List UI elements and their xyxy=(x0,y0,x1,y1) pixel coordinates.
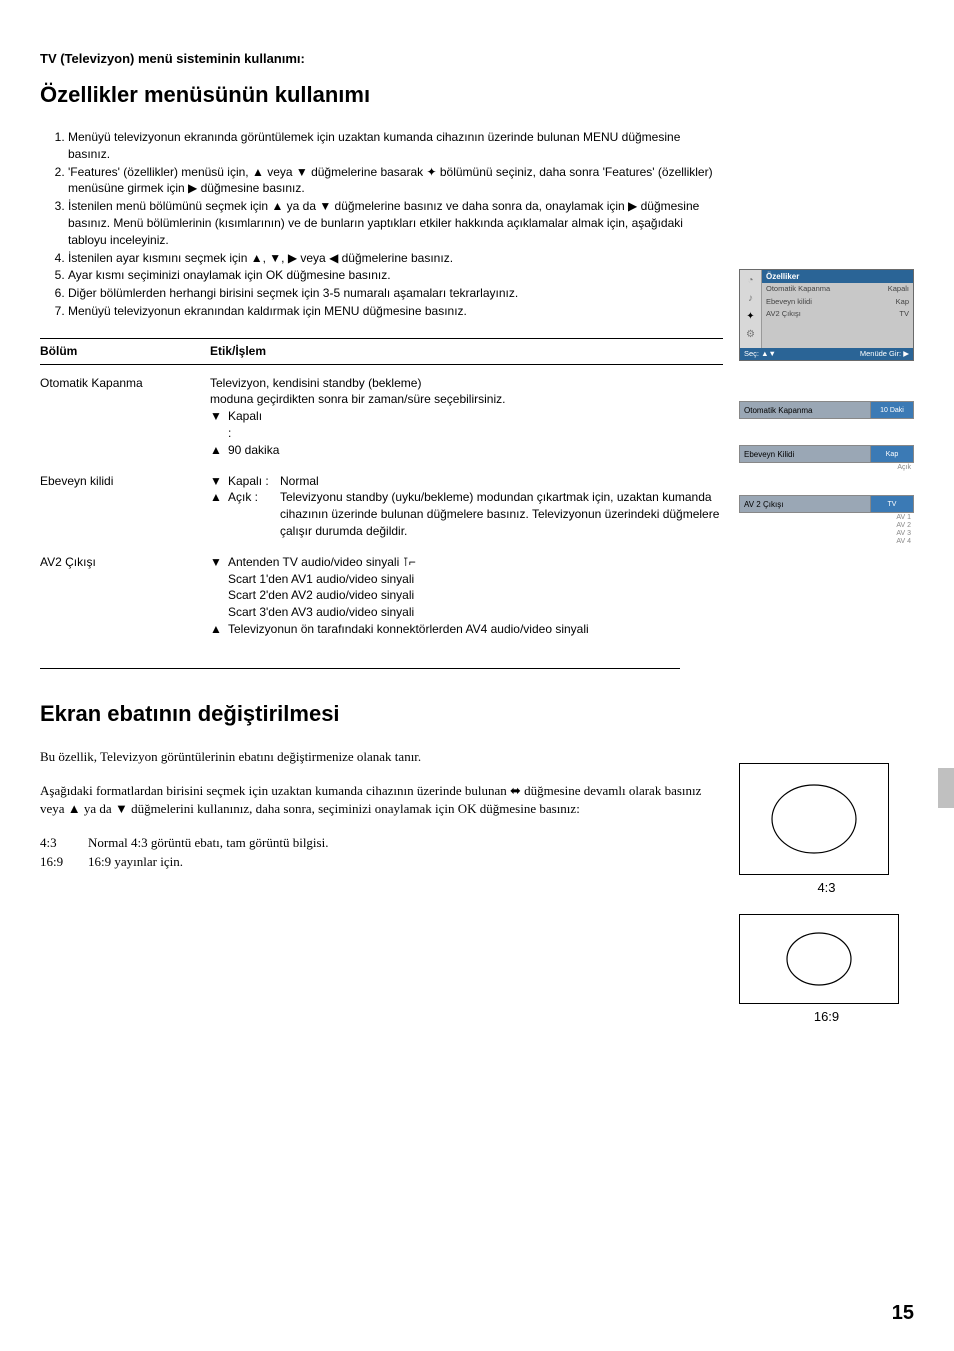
aspect-43-diagram xyxy=(739,763,889,875)
definition-line: ▼Kapalı :Normal xyxy=(210,473,723,490)
arrow-icon: ▲ xyxy=(210,621,228,638)
osd-setup-icon: ⚙ xyxy=(746,328,755,342)
mini-label: Ebeveyn Kilidi xyxy=(740,446,871,462)
osd-footer: Seç: ▲▼ Menüde Gir: ▶ xyxy=(740,348,913,361)
arrow-icon: ▼ xyxy=(210,408,228,425)
definition-line: : xyxy=(210,425,723,442)
mini-osd-auto-off: Otomatik Kapanma 10 Daki xyxy=(739,401,914,419)
step-item: Diğer bölümlerden herhangi birisini seçm… xyxy=(68,285,723,302)
aspect-169-label: 16:9 xyxy=(739,1008,914,1026)
definition-line: ▲Açık :Televizyonu standby (uyku/bekleme… xyxy=(210,489,723,539)
format-item: 16:916:9 yayınlar için. xyxy=(40,853,723,871)
step-item: İstenilen menü bölümünü seçmek için ▲ ya… xyxy=(68,198,723,248)
definitions-header: Bölüm Etik/İşlem xyxy=(40,338,723,365)
mini-value: 10 Daki xyxy=(871,402,913,418)
definition-line: ▼Antenden TV audio/video sinyali ⊺⌐ xyxy=(210,554,723,571)
arrow-icon: ▼ xyxy=(210,554,228,571)
mini-value: Kap xyxy=(871,446,913,462)
step-item: 'Features' (özellikler) menüsü için, ▲ v… xyxy=(68,164,723,198)
mini-osd-av2: AV 2 Çıkışı TV AV 1AV 2AV 3AV 4 xyxy=(739,495,914,513)
mini-osd-parental: Ebeveyn Kilidi Kap Açık xyxy=(739,445,914,463)
osd-title: Özelliker xyxy=(762,270,913,283)
intro-paragraph: Bu özellik, Televizyon görüntülerinin eb… xyxy=(40,748,723,766)
aspect-43-label: 4:3 xyxy=(739,879,914,897)
definition-row: AV2 Çıkışı▼Antenden TV audio/video sinya… xyxy=(40,554,723,638)
osd-menu-screenshot: ◔ ♪ ✦ ⚙ Özelliker Otomatik KapanmaKapalı… xyxy=(739,269,914,362)
mini-value: TV xyxy=(871,496,913,512)
osd-footer-left: Seç: ▲▼ xyxy=(744,349,776,360)
ellipse-icon xyxy=(784,929,854,989)
definition-line: ▲Televizyonun ön tarafındaki konnektörle… xyxy=(210,621,723,638)
step-item: Menüyü televizyonun ekranında görüntülem… xyxy=(68,129,723,163)
mini-extra: AV 1AV 2AV 3AV 4 xyxy=(896,514,911,545)
step-item: İstenilen ayar kısmını seçmek için ▲, ▼,… xyxy=(68,250,723,267)
definition-line: moduna geçirdikten sonra bir zaman/süre … xyxy=(210,391,723,408)
definition-line: Scart 2'den AV2 audio/video sinyali xyxy=(210,587,723,604)
col-header-etik: Etik/İşlem xyxy=(210,343,266,360)
arrow-icon: ▲ xyxy=(210,489,228,506)
section-header: TV (Televizyon) menü sisteminin kullanım… xyxy=(40,50,914,68)
definition-line: ▲90 dakika xyxy=(210,442,723,459)
format-list: 4:3Normal 4:3 görüntü ebatı, tam görüntü… xyxy=(40,834,723,871)
definition-term: Otomatik Kapanma xyxy=(40,375,210,459)
osd-picture-icon: ◔ xyxy=(747,274,753,288)
ellipse-icon xyxy=(769,779,859,859)
page-number: 15 xyxy=(892,1299,914,1327)
definition-line: Scart 1'den AV1 audio/video sinyali xyxy=(210,571,723,588)
col-header-bolum: Bölüm xyxy=(40,343,210,360)
osd-footer-right: Menüde Gir: ▶ xyxy=(860,349,909,360)
steps-list: Menüyü televizyonun ekranında görüntülem… xyxy=(68,129,723,320)
definition-term: Ebeveyn kilidi xyxy=(40,473,210,540)
heading-screen-size: Ekran ebatının değiştirilmesi xyxy=(40,699,723,730)
page-tab-marker xyxy=(938,768,954,808)
format-item: 4:3Normal 4:3 görüntü ebatı, tam görüntü… xyxy=(40,834,723,852)
definition-row: Otomatik KapanmaTelevizyon, kendisini st… xyxy=(40,375,723,459)
definition-line: Scart 3'den AV3 audio/video sinyali xyxy=(210,604,723,621)
definitions-body: Otomatik KapanmaTelevizyon, kendisini st… xyxy=(40,375,723,638)
aspect-169-diagram xyxy=(739,914,899,1004)
instruction-paragraph: Aşağıdaki formatlardan birisini seçmek i… xyxy=(40,782,723,818)
mini-label: AV 2 Çıkışı xyxy=(740,496,871,512)
definition-line: ▼Kapalı xyxy=(210,408,723,425)
definition-desc: ▼Kapalı :Normal▲Açık :Televizyonu standb… xyxy=(210,473,723,540)
separator-line xyxy=(40,668,680,669)
step-item: Menüyü televizyonun ekranından kaldırmak… xyxy=(68,303,723,320)
definition-term: AV2 Çıkışı xyxy=(40,554,210,638)
osd-menu-item: AV2 ÇıkışıTV xyxy=(762,308,913,321)
definition-desc: Televizyon, kendisini standby (bekleme)m… xyxy=(210,375,723,459)
mini-extra: Açık xyxy=(897,464,911,472)
osd-menu-item: Otomatik KapanmaKapalı xyxy=(762,283,913,296)
mini-label: Otomatik Kapanma xyxy=(740,402,871,418)
osd-features-icon: ✦ xyxy=(746,310,754,324)
osd-sound-icon: ♪ xyxy=(748,292,753,306)
arrow-icon: ▲ xyxy=(210,442,228,459)
osd-menu-item: Ebeveyn kilidiKap xyxy=(762,296,913,309)
arrow-icon: ▼ xyxy=(210,473,228,490)
step-item: Ayar kısmı seçiminizi onaylamak için OK … xyxy=(68,267,723,284)
osd-icon-column: ◔ ♪ ✦ ⚙ xyxy=(740,270,762,348)
definition-desc: ▼Antenden TV audio/video sinyali ⊺⌐Scart… xyxy=(210,554,723,638)
definition-row: Ebeveyn kilidi▼Kapalı :Normal▲Açık :Tele… xyxy=(40,473,723,540)
definition-line: Televizyon, kendisini standby (bekleme) xyxy=(210,375,723,392)
heading-features-menu: Özellikler menüsünün kullanımı xyxy=(40,80,914,111)
